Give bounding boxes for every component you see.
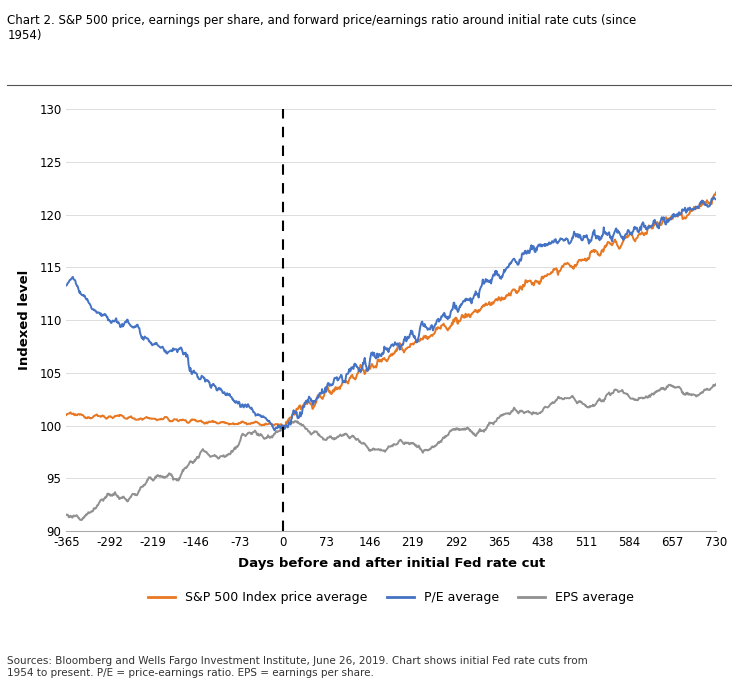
Text: Sources: Bloomberg and Wells Fargo Investment Institute, June 26, 2019. Chart sh: Sources: Bloomberg and Wells Fargo Inves… [7,656,588,678]
X-axis label: Days before and after initial Fed rate cut: Days before and after initial Fed rate c… [238,557,545,571]
Y-axis label: Indexed level: Indexed level [18,270,31,370]
Text: Chart 2. S&P 500 price, earnings per share, and forward price/earnings ratio aro: Chart 2. S&P 500 price, earnings per sha… [7,14,637,42]
Legend: S&P 500 Index price average, P/E average, EPS average: S&P 500 Index price average, P/E average… [143,586,639,609]
